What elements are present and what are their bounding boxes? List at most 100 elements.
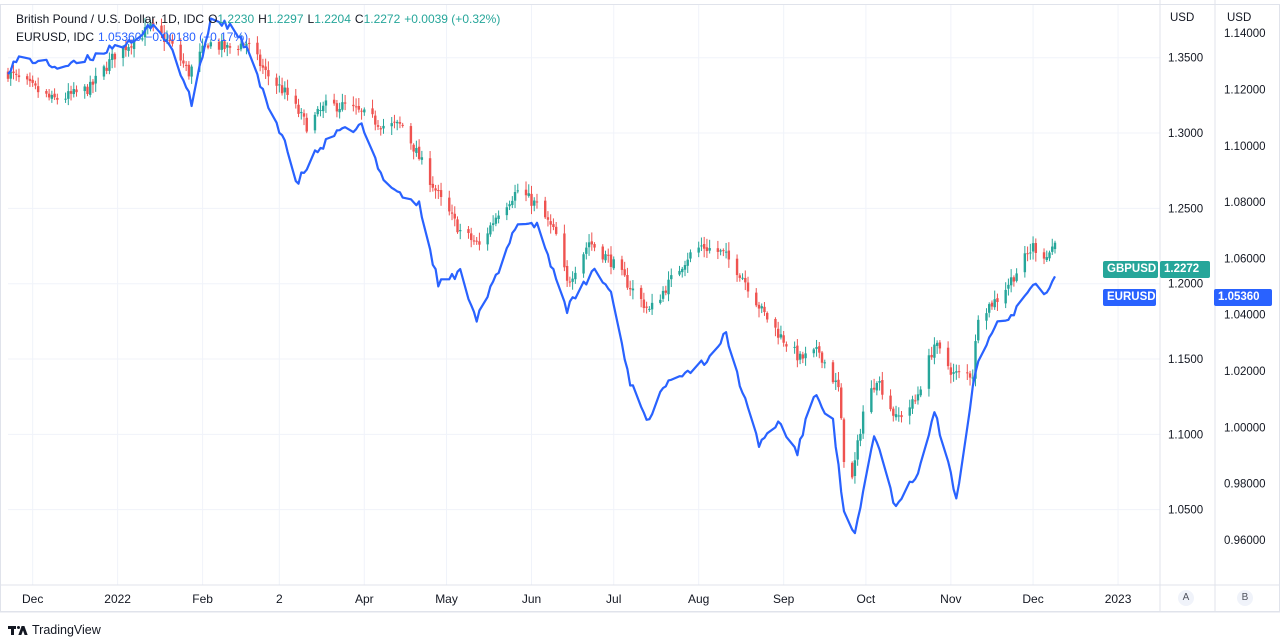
gbpusd-candle — [727, 242, 731, 268]
gbpusd-candle — [897, 407, 900, 422]
gbpusd-candle — [415, 140, 418, 157]
low-value: 1.2204 — [314, 12, 351, 26]
gbpusd-candle — [179, 38, 182, 66]
gbpusd-candle — [1026, 246, 1029, 262]
gbpusd-candle — [609, 246, 613, 275]
gbpusd-candle — [853, 452, 857, 484]
gbpusd-candle — [113, 52, 117, 68]
open-label: O — [208, 12, 218, 26]
eur-tick-label: 1.00000 — [1224, 422, 1266, 434]
gbpusd-candle — [546, 211, 550, 227]
gbpusd-candle — [957, 364, 961, 379]
time-tick-label: Jun — [522, 592, 541, 606]
gbpusd-candle — [582, 252, 585, 278]
right-scale-button[interactable]: B — [1237, 590, 1253, 606]
gbpusd-candle — [639, 285, 643, 308]
gbpusd-candle — [226, 42, 229, 57]
time-tick-label: May — [435, 592, 458, 606]
gbpusd-candle — [875, 381, 879, 396]
gbpusd-candle — [607, 248, 610, 263]
high-value: 1.2297 — [266, 12, 304, 26]
gbpusd-candle — [497, 210, 500, 224]
gbpusd-candle — [382, 118, 385, 134]
tradingview-brand[interactable]: TradingView — [8, 623, 101, 637]
gbpusd-candle — [590, 232, 593, 251]
gbpusd-candle — [341, 93, 344, 112]
gbpusd-candle — [985, 308, 988, 330]
gbpusd-candle — [324, 94, 328, 113]
gbpusd-candle — [776, 321, 780, 345]
gbpusd-candle — [448, 190, 451, 216]
gbpusd-candle — [28, 72, 32, 87]
eur-tick-label: 1.02000 — [1224, 366, 1266, 378]
gbpusd-candle — [89, 75, 92, 98]
gbpusd-candle — [94, 67, 97, 92]
eurusd-value: 1.05360 — [98, 30, 142, 44]
gbpusd-candle — [738, 273, 742, 282]
gbp-tick-label: 1.0500 — [1168, 505, 1203, 517]
gbpusd-candle — [530, 185, 533, 215]
gbpusd-candle — [467, 226, 470, 239]
gbpusd-candle — [108, 52, 111, 75]
gbpusd-candle — [878, 376, 881, 391]
gbpusd-candle — [434, 184, 437, 199]
gbpusd-candle — [700, 237, 703, 252]
gbpusd-candle — [105, 61, 108, 75]
gbpusd-candle — [930, 346, 933, 360]
gbpusd-candle — [459, 223, 462, 240]
gbpusd-candle — [420, 150, 424, 165]
gbpusd-candle — [741, 273, 744, 281]
gbpusd-candle — [834, 372, 837, 390]
gbpusd-candle — [15, 69, 18, 81]
gbpusd-candle — [842, 417, 846, 468]
gbpusd-candle — [83, 84, 86, 99]
gbpusd-candle — [571, 271, 574, 290]
gbpusd-candle — [535, 193, 539, 209]
eur-tick-label: 1.10000 — [1224, 141, 1266, 153]
gbpusd-candle — [110, 49, 114, 69]
gbpusd-candle — [390, 116, 393, 136]
gbpusd-candle — [990, 300, 994, 310]
open-value: 1.2230 — [217, 12, 255, 26]
gbpusd-candle — [1029, 243, 1032, 260]
time-tick-label: 2022 — [104, 592, 131, 606]
gbpusd-candle — [431, 176, 435, 192]
gbpusd-candle — [34, 80, 37, 90]
gbpusd-candle — [911, 395, 914, 415]
gbpusd-candle — [938, 340, 942, 354]
gbp-tick-label: 1.2500 — [1168, 203, 1203, 215]
gbpusd-candle — [681, 266, 684, 278]
gbpusd-candle — [856, 434, 859, 466]
gbpusd-candle — [374, 110, 377, 131]
time-tick-label: Sep — [773, 592, 795, 606]
gbpusd-candle — [223, 39, 226, 53]
eur-tick-label: 0.98000 — [1224, 479, 1266, 491]
gbpusd-candle — [796, 339, 799, 368]
gbpusd-candle — [881, 371, 884, 400]
gbpusd-candle — [127, 44, 130, 57]
left-scale-button[interactable]: A — [1178, 590, 1194, 606]
high-label: H — [258, 12, 267, 26]
gbpusd-candle — [379, 125, 382, 136]
gbp-tick-label: 1.1000 — [1168, 429, 1203, 441]
gbpusd-candle — [453, 206, 456, 227]
gbpusd-candle — [554, 222, 558, 236]
gbpusd-candle — [190, 64, 193, 84]
eurusd-price-axis: 0.96000 0.98000 1.00000 1.02000 1.04000 1.060… — [1224, 28, 1266, 547]
gbpusd-candle — [335, 99, 339, 118]
gbpusd-price-tag: 1.2272 — [1160, 261, 1210, 278]
gbpusd-candle — [319, 102, 322, 117]
close-value: 1.2272 — [363, 12, 401, 26]
gbpusd-candle — [650, 293, 654, 315]
gbpusd-candle — [56, 93, 59, 105]
gbpusd-candle — [793, 341, 796, 354]
gbpusd-candle — [604, 250, 607, 263]
gbpusd-candle — [664, 285, 668, 296]
gbpusd-candle — [45, 89, 48, 98]
gbpusd-candle — [722, 248, 725, 257]
gbpusd-candle — [72, 82, 75, 98]
gbpusd-candle — [50, 90, 54, 103]
gbpusd-candle — [757, 301, 761, 318]
gbpusd-candle — [395, 119, 399, 131]
